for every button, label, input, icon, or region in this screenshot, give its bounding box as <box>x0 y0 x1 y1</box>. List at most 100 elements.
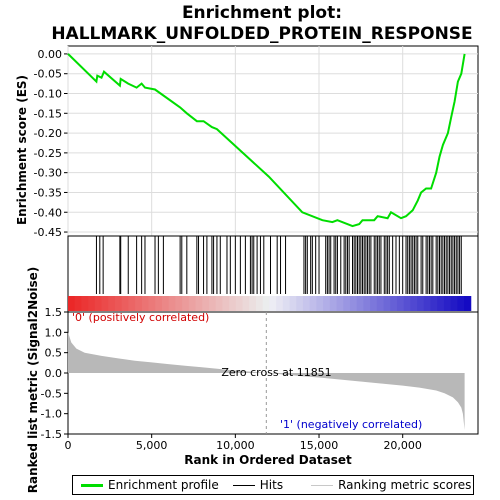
zero-cross-label: Zero cross at 11851 <box>221 366 331 379</box>
positive-correlation-label: '0' (positively correlated) <box>72 311 209 324</box>
ranking-colorbar-segment <box>329 296 338 311</box>
ranking-colorbar-segment <box>302 296 311 311</box>
ranking-colorbar-segment <box>390 296 398 311</box>
ranking-colorbar-segment <box>464 296 472 311</box>
es-ytick-label: -0.20 <box>34 127 62 140</box>
legend-metric-label: Ranking metric scores <box>338 478 472 492</box>
x-tick-label: 10,000 <box>216 439 255 452</box>
es-frame <box>67 45 479 237</box>
ranking-colorbar-segment <box>356 296 364 311</box>
ranking-colorbar-segment <box>437 296 445 311</box>
ranking-colorbar-segment <box>68 296 76 311</box>
ranking-colorbar-segment <box>410 296 418 311</box>
ranking-colorbar-segment <box>88 296 96 311</box>
legend-gray-line-icon <box>311 484 334 486</box>
es-ytick-label: -0.10 <box>34 88 62 101</box>
legend-hits: Hits <box>232 478 284 492</box>
ranking-colorbar-segment <box>309 296 317 311</box>
ranking-colorbar-segment <box>423 296 431 311</box>
x-tick-label: 15,000 <box>300 439 339 452</box>
legend-hits-label: Hits <box>259 478 284 492</box>
ranking-colorbar-segment <box>242 296 250 311</box>
metric-ytick-label: -1.0 <box>41 408 62 421</box>
ranking-colorbar-segment <box>81 296 89 311</box>
x-tick-label: 5,000 <box>136 439 168 452</box>
es-ylabel: Enrichment score (ES) <box>15 75 29 225</box>
ranking-colorbar-segment <box>289 296 297 311</box>
ranking-colorbar-segment <box>262 296 270 311</box>
ranking-colorbar-segment <box>383 296 391 311</box>
ranking-colorbar-segment <box>276 296 284 311</box>
ranking-colorbar-segment <box>296 296 304 311</box>
ranking-colorbar-segment <box>128 296 136 311</box>
es-ytick-label: -0.15 <box>34 107 62 120</box>
es-ytick-label: 0.00 <box>38 48 63 61</box>
ranking-colorbar-segment <box>182 296 190 311</box>
metric-ylabel: Ranked list metric (Signal2Noise) <box>26 267 40 494</box>
ranking-colorbar-segment <box>417 296 425 311</box>
ranking-colorbar-segment <box>430 296 438 311</box>
ranking-colorbar-segment <box>457 296 465 311</box>
ranking-colorbar-segment <box>202 296 210 311</box>
ranking-colorbar-segment <box>195 296 203 311</box>
ranking-colorbar-segment <box>141 296 150 311</box>
legend-enrichment-label: Enrichment profile <box>108 478 219 492</box>
ranking-colorbar-segment <box>269 296 277 311</box>
ranking-colorbar-segment <box>255 296 264 311</box>
x-tick-label: 0 <box>65 439 72 452</box>
es-ytick-label: -0.05 <box>34 68 62 81</box>
x-tick-label: 20,000 <box>383 439 422 452</box>
ranking-colorbar-segment <box>336 296 344 311</box>
negative-correlation-label: '1' (negatively correlated) <box>280 418 422 431</box>
ranking-colorbar-segment <box>249 296 257 311</box>
es-ytick-label: -0.45 <box>34 226 62 239</box>
ranking-colorbar-segment <box>94 296 103 311</box>
ranking-colorbar-segment <box>101 296 109 311</box>
ranking-colorbar-segment <box>222 296 230 311</box>
ranking-colorbar-segment <box>403 296 411 311</box>
hits-panel <box>67 235 479 313</box>
ranking-colorbar-segment <box>363 296 371 311</box>
metric-panel: 1.5 1.0 0.5 0.0 -0.5 -1.0 -1.50 5,000 10,000 15,0… <box>41 306 479 452</box>
legend-black-line-icon <box>232 484 255 486</box>
enrichment-profile-line <box>67 53 466 228</box>
metric-ytick-label: 1.0 <box>45 326 63 339</box>
ranking-colorbar-segment <box>235 296 244 311</box>
ranking-colorbar-segment <box>323 296 331 311</box>
ranking-colorbar-segment <box>114 296 123 311</box>
ranking-colorbar-segment <box>316 296 324 311</box>
legend-green-line-icon <box>81 483 103 487</box>
ranking-colorbar-segment <box>188 296 197 311</box>
ranking-colorbar-segment <box>135 296 143 311</box>
metric-ytick-label: 0.5 <box>45 347 63 360</box>
ranking-colorbar-segment <box>121 296 129 311</box>
ranking-colorbar-segment <box>161 296 170 311</box>
ranking-colorbar-segment <box>208 296 217 311</box>
ranking-colorbar-segment <box>376 296 384 311</box>
ranking-colorbar-segment <box>443 296 452 311</box>
ranking-colorbar-segment <box>108 296 116 311</box>
ranking-colorbar-segment <box>175 296 183 311</box>
ranking-colorbar-segment <box>215 296 223 311</box>
ranking-colorbar-segment <box>229 296 237 311</box>
es-ytick-label: -0.25 <box>34 147 62 160</box>
ranking-colorbar-segment <box>349 296 358 311</box>
metric-ytick-label: -1.5 <box>41 428 62 441</box>
x-axis-label: Rank in Ordered Dataset <box>184 453 352 467</box>
ranking-colorbar-segment <box>74 296 82 311</box>
es-ytick-label: -0.40 <box>34 206 62 219</box>
es-panel: 0.00 -0.05 -0.10 -0.15 -0.20 -0.25 -0.30 -0.35 -… <box>34 45 479 239</box>
metric-ytick-label: -0.5 <box>41 387 62 400</box>
ranking-metric-area <box>68 332 465 430</box>
chart-title-line1: Enrichment plot: <box>182 3 342 23</box>
ranking-colorbar-segment <box>148 296 156 311</box>
es-ytick-label: -0.35 <box>34 186 62 199</box>
legend: Enrichment profile Hits Ranking metric s… <box>72 475 474 495</box>
legend-metric: Ranking metric scores <box>311 478 471 492</box>
ranking-colorbar-segment <box>450 296 458 311</box>
metric-ytick-label: 0.0 <box>45 367 63 380</box>
ranking-colorbar-segment <box>343 296 351 311</box>
chart-title-line2: HALLMARK_UNFOLDED_PROTEIN_RESPONSE <box>51 24 472 44</box>
ranking-colorbar-segment <box>168 296 176 311</box>
